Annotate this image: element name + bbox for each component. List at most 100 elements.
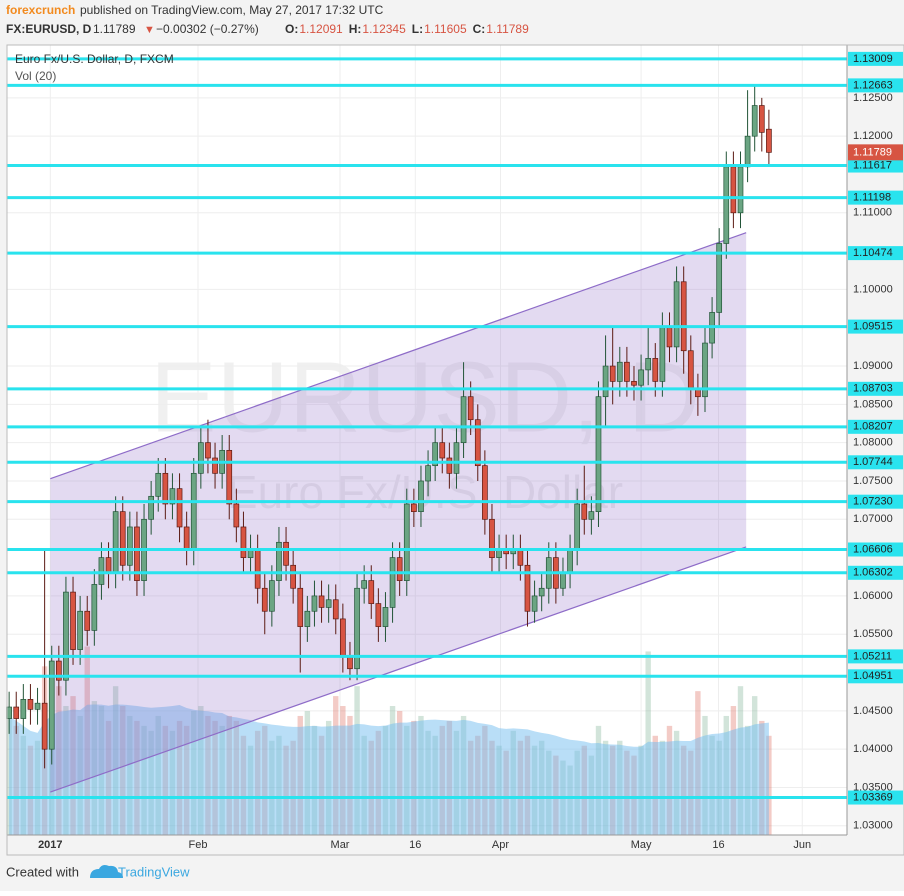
level-label-box [848,246,903,261]
candle-body [91,584,98,631]
candle-body [112,511,119,574]
header: forexcrunch published on TradingView.com… [6,3,529,36]
y-tick-label: 1.10000 [853,283,893,295]
y-tick-label: 1.07000 [853,513,893,525]
created-with: Created with [6,864,79,879]
level-label-box [848,51,903,66]
x-tick-label: Apr [492,839,509,851]
brand[interactable]: TradingView [118,864,190,879]
level-label-box [848,649,903,664]
legend-symbol: Euro Fx/U.S. Dollar, D, FXCM [15,52,174,66]
level-label: 1.07230 [853,496,893,508]
last-price-label: 1.11789 [853,146,892,158]
level-label: 1.05211 [853,650,892,662]
level-label: 1.08207 [853,421,893,433]
watermark-symbol: EURUSD, D [150,341,700,453]
channel [50,232,747,793]
candle-body [77,610,83,650]
level-label-box [848,669,903,684]
candle-body [446,457,453,474]
candle-body [368,580,375,604]
candle-body [432,442,439,467]
candle-body [439,442,446,459]
candle-body [702,342,708,398]
candle-body [474,419,481,467]
candle-body [212,457,218,474]
candle-body [631,381,637,386]
candle-body [723,166,730,244]
candle-body [190,472,197,551]
candle-body [758,105,765,133]
candle-body [183,526,190,551]
candle-body [325,599,332,608]
candle-body [148,495,154,520]
level-label-box [848,565,903,580]
candle-body [616,361,623,382]
level-label: 1.08703 [853,383,893,395]
candle-body [311,595,318,612]
candle-body [354,587,360,670]
watermark: EURUSD, D Euro Fx/U.S. Dollar [150,341,700,518]
candle-body [240,526,247,558]
level-label: 1.12663 [853,79,893,91]
y-tick-label: 1.05500 [853,628,893,640]
candle-body [567,549,573,574]
volume [6,646,772,835]
channel-lower [50,546,747,793]
candle-body [13,706,20,719]
levels: 1.13009 1.12663 1.11617 1.11198 1.10474 1.095… [7,51,903,805]
candle-body [638,369,644,386]
candle-body [63,591,69,681]
quote-label: H: [349,22,362,36]
level-label-box [848,381,903,396]
candle-body [524,564,531,612]
level-label: 1.06606 [853,543,893,555]
candle-body [730,166,737,214]
level-label-box [848,494,903,509]
candle-body [460,396,467,444]
candle-body [538,587,545,597]
level-label: 1.11198 [853,192,891,204]
candle-body [34,702,41,710]
candle-body [297,587,304,627]
x-tick-label: 16 [409,839,421,851]
candle-body [119,511,126,566]
candle-body [624,361,630,382]
y-tick-label: 1.08500 [853,398,893,410]
y-tick-label: 1.12000 [853,130,893,142]
candle-body [205,442,211,459]
candle-body [98,557,105,585]
candle-body [687,350,694,390]
candle-body [453,442,460,474]
level-label: 1.09515 [853,321,893,333]
change-arrow: ▼ [144,24,155,36]
level-label-box [848,542,903,557]
candle-body [737,166,744,214]
quote-label: L: [412,22,423,36]
candle-body [716,243,723,313]
candle-body [560,572,566,589]
y-tick-label: 1.03500 [853,781,893,793]
candle-body [375,603,382,627]
candle-body [517,549,524,566]
last-price: 1.11789 [93,22,136,36]
candle-body [425,465,431,482]
footer: Created with TradingView [6,864,190,879]
channel-upper [50,232,747,480]
candle-body [254,549,261,589]
candle-body [496,549,502,558]
volume-bar [6,715,12,835]
legend-volume: Vol (20) [15,69,56,83]
level-label-box [848,78,903,93]
y-tick-label: 1.07500 [853,475,893,487]
candle-body [389,557,396,608]
candle-body [680,281,687,352]
candle-body [340,618,346,658]
candle-body [574,503,581,551]
candle-body [127,526,133,566]
candle-body [304,610,311,627]
y-tick-label: 1.03000 [853,820,893,832]
candle-body [382,607,389,627]
quote-label: O: [285,22,298,36]
candle-body [645,358,652,371]
